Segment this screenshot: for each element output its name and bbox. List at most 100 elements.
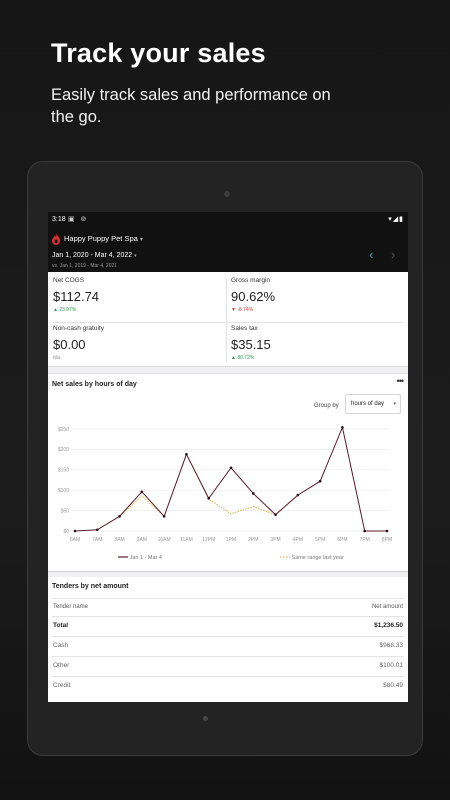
legend-primary: Jan 1 - Mar 4 (118, 555, 162, 561)
x-tick-label: 7PM (360, 537, 370, 543)
x-tick-label: 8PM (382, 537, 392, 543)
group-by-select[interactable]: hours of day ▾ (345, 394, 401, 414)
chevron-down-icon: ▾ (393, 401, 396, 407)
table-row[interactable]: Other $100.01 (52, 656, 404, 674)
camera-icon (224, 191, 230, 197)
y-tick-label: $200 (58, 447, 69, 453)
series-line-last-year (119, 495, 165, 517)
tender-amount: $968.33 (379, 642, 404, 649)
tenders-card: Tenders by net amount Tender name Net am… (48, 577, 408, 702)
metric-value: $112.74 (53, 289, 100, 304)
x-tick-label: 10AM (158, 537, 171, 543)
metric-change: ▲ 80.72% (231, 355, 255, 361)
y-tick-label: $0 (63, 529, 69, 535)
signal-battery-icon: ▾◢▮ (388, 216, 404, 223)
divider (226, 278, 227, 362)
metric-non-cash-gratuity[interactable]: Non-cash gratuity $0.00 n/a (53, 325, 223, 371)
metrics-card: Net COGS $112.74 ▲ 23.97% Gross margin 9… (48, 272, 408, 367)
tender-name: Total (53, 622, 69, 629)
metric-sales-tax[interactable]: Sales tax $35.15 ▲ 80.72% (231, 325, 401, 371)
column-header-net-amount: Net amount (371, 604, 403, 610)
next-period-button[interactable]: › (391, 247, 396, 262)
divider (53, 322, 403, 323)
previous-period-button[interactable]: ‹ (369, 247, 374, 262)
tender-amount: $80.49 (383, 682, 403, 689)
brand-flame-icon (52, 233, 60, 245)
x-tick-label: 2PM (248, 537, 258, 543)
column-header-tender-name: Tender name (53, 604, 89, 610)
legend-line-icon (118, 556, 128, 558)
table-header: Tender name Net amount (52, 598, 404, 616)
y-tick-label: $250 (58, 427, 69, 433)
chart-title: Net sales by hours of day (52, 381, 137, 388)
x-tick-label: 6PM (337, 537, 347, 543)
series-line-current (74, 425, 387, 532)
metric-change: ▼ -8.74% (231, 307, 254, 313)
x-tick-label: 11AM (180, 537, 193, 543)
legend-dotted-line-icon (280, 556, 290, 558)
x-tick-label: 9AM (137, 537, 147, 543)
compare-range: vs. Jan 1, 2019 - Mar 4, 2021 (52, 263, 118, 269)
more-options-icon[interactable]: ••• (396, 376, 405, 386)
metric-net-cogs[interactable]: Net COGS $112.74 ▲ 23.97% (53, 277, 223, 323)
group-by-label: Group by (314, 403, 339, 409)
data-point (251, 492, 255, 495)
data-point (140, 490, 144, 494)
metric-gross-margin[interactable]: Gross margin 90.62% ▼ -8.74% (231, 277, 401, 323)
metric-label: Net COGS (53, 277, 85, 284)
data-point (363, 529, 367, 533)
tender-amount: $100.01 (379, 662, 404, 669)
table-row[interactable]: Cash $968.33 (52, 636, 404, 654)
date-range-selector[interactable]: Jan 1, 2020 - Mar 4, 2022 ▾ (52, 252, 137, 259)
business-name: Happy Puppy Pet Spa (64, 234, 138, 243)
metric-value: $0.00 (53, 337, 86, 352)
promo-subtitle: Easily track sales and performance on th… (51, 86, 331, 126)
chevron-down-icon: ▾ (139, 237, 143, 243)
notification-icons: ▣ ⊚ (68, 216, 89, 223)
data-point (385, 529, 389, 533)
table-row[interactable]: Total $1,236.50 (52, 616, 404, 634)
table-row[interactable]: Credit $80.49 (52, 676, 404, 694)
data-point (95, 528, 99, 532)
status-time: 3:18 (52, 216, 66, 223)
data-point (318, 479, 322, 483)
net-sales-chart-card: Net sales by hours of day ••• Group by h… (48, 373, 408, 572)
data-point (296, 493, 300, 497)
data-point (73, 529, 77, 533)
legend-primary-label: Jan 1 - Mar 4 (129, 555, 162, 561)
x-tick-label: 5PM (315, 537, 325, 543)
x-tick-label: 8AM (114, 537, 124, 543)
home-indicator (203, 716, 208, 721)
legend-secondary-label: Same range last year (291, 555, 344, 561)
chevron-down-icon: ▾ (134, 253, 137, 259)
y-tick-label: $100 (58, 488, 69, 494)
metric-change: n/a (53, 355, 60, 361)
app-screen: 3:18 ▣ ⊚ ▾◢▮ Happy Puppy Pet Spa ▾ Jan 1,… (48, 212, 408, 702)
net-sales-line-chart: $0 $50 $100 $150 $200 $250 6AM 7AM 8AM 9AM 10AM 11A… (58, 425, 392, 543)
series-line-last-year (186, 454, 299, 516)
metric-change: ▲ 23.97% (53, 307, 77, 313)
metric-label: Gross margin (231, 277, 271, 284)
tender-name: Cash (53, 642, 69, 649)
data-point (118, 515, 121, 518)
x-tick-label: 1PM (226, 537, 236, 543)
x-tick-label: 7AM (92, 537, 102, 543)
date-range-label: Jan 1, 2020 - Mar 4, 2022 (52, 252, 133, 259)
data-point (229, 466, 233, 470)
tender-amount: $1,236.50 (374, 622, 403, 629)
status-bar: 3:18 ▣ ⊚ ▾◢▮ (48, 212, 408, 227)
promo-title: Track your sales (51, 38, 266, 68)
metric-label: Non-cash gratuity (53, 325, 104, 332)
data-point (185, 452, 188, 456)
legend-secondary: Same range last year (280, 555, 344, 561)
tender-name: Other (53, 662, 70, 669)
metric-value: 90.62% (231, 289, 276, 304)
business-selector[interactable]: Happy Puppy Pet Spa ▾ (64, 234, 143, 243)
data-point (274, 513, 277, 516)
data-point (207, 497, 211, 500)
y-tick-label: $50 (61, 508, 70, 514)
x-tick-label: 4PM (293, 537, 303, 543)
tender-name: Credit (53, 682, 71, 689)
x-tick-label: 12PM (202, 537, 215, 543)
metric-value: $35.15 (231, 337, 271, 352)
